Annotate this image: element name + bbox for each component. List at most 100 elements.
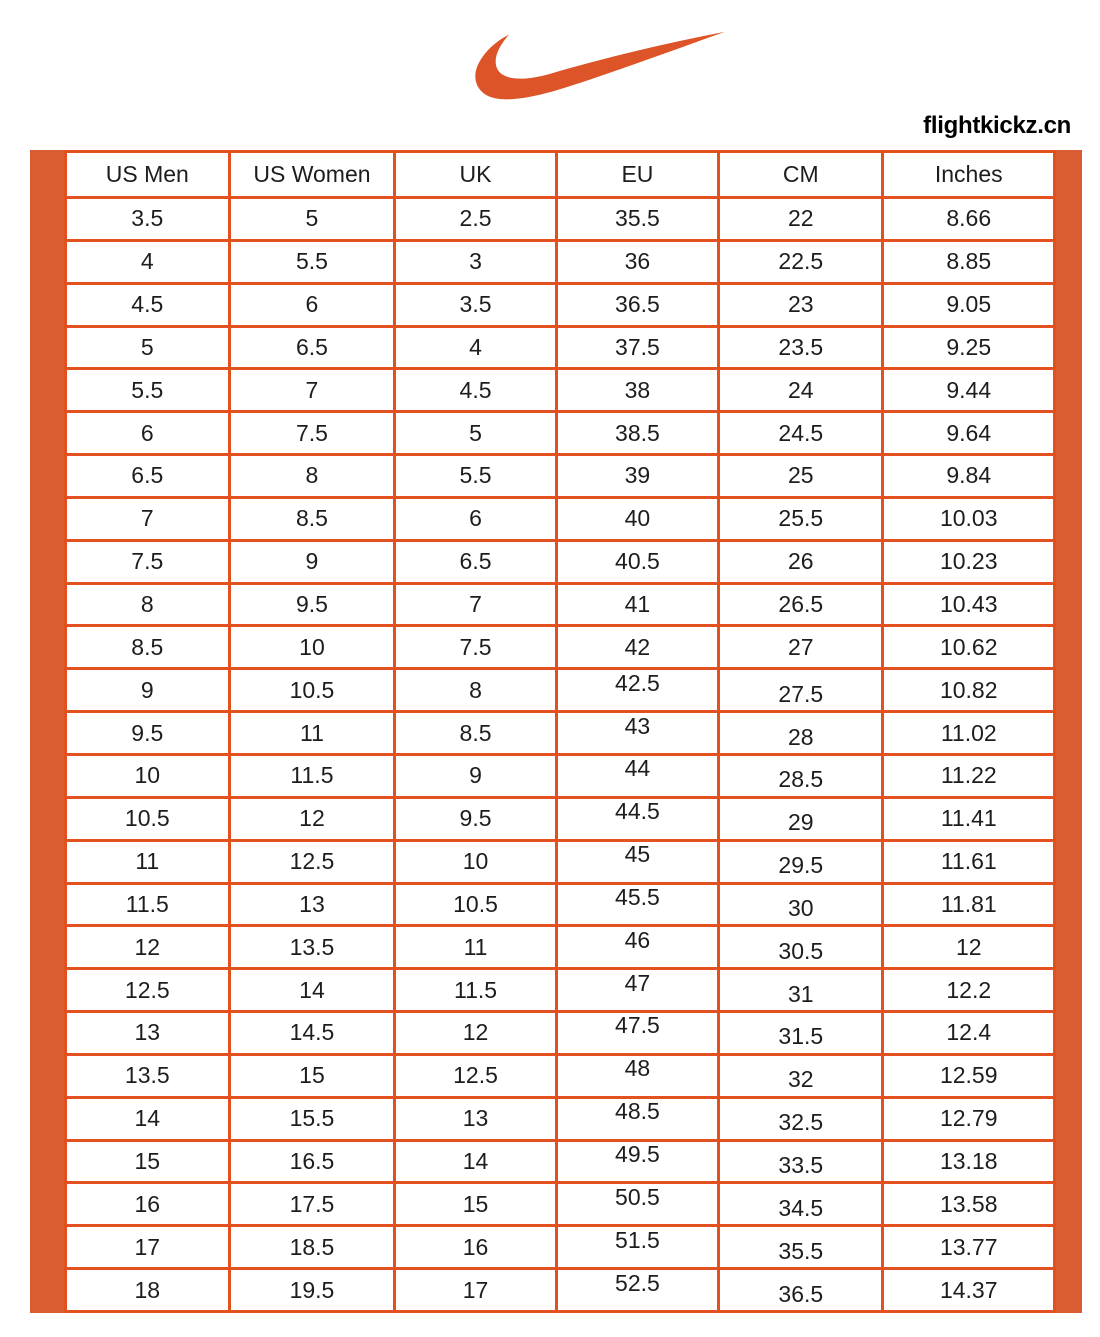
size-cell: 43: [554, 710, 721, 756]
size-cell: 12: [227, 795, 397, 842]
size-cell: 22: [717, 196, 885, 242]
size-cell: 8: [227, 453, 397, 499]
size-cell: 8: [393, 667, 558, 714]
size-cell: 12.59: [881, 1052, 1056, 1099]
size-cell: 9: [64, 667, 231, 714]
size-cell: 48: [554, 1052, 721, 1099]
size-cell: 16: [64, 1181, 231, 1228]
size-cell: 33.5: [717, 1138, 885, 1185]
table-row: 7.5 9 6.5 40.5 26 10.23: [64, 538, 1056, 585]
size-cell: 9.25: [881, 324, 1056, 371]
size-cell: 6: [227, 281, 397, 328]
size-cell: 27.5: [717, 667, 885, 714]
table-row: 13 14.5 12 47.5 31.5 12.4: [64, 1010, 1056, 1056]
size-cell: 5.5: [64, 367, 231, 414]
size-cell: 13: [393, 1095, 558, 1142]
size-cell: 36.5: [717, 1267, 885, 1313]
size-cell: 5: [227, 196, 397, 242]
size-cell: 16.5: [227, 1138, 397, 1185]
size-cell: 44: [554, 752, 721, 799]
size-cell: 42.5: [554, 667, 721, 714]
size-cell: 8.5: [393, 710, 558, 756]
size-cell: 31.5: [717, 1010, 885, 1056]
size-cell: 24: [717, 367, 885, 414]
size-cell: 11.5: [393, 967, 558, 1014]
right-accent-bar: [1056, 150, 1082, 1313]
size-cell: 11.81: [881, 881, 1056, 928]
size-cell: 6.5: [227, 324, 397, 371]
size-cell: 18: [64, 1267, 231, 1313]
size-cell: 34.5: [717, 1181, 885, 1228]
size-cell: 7: [64, 495, 231, 542]
size-cell: 11: [64, 838, 231, 885]
size-cell: 4: [64, 238, 231, 285]
size-cell: 36: [554, 238, 721, 285]
size-cell: 49.5: [554, 1138, 721, 1185]
size-cell: 11.5: [64, 881, 231, 928]
size-cell: 6: [64, 410, 231, 457]
size-cell: 6: [393, 495, 558, 542]
nike-swoosh-icon: [452, 24, 727, 121]
size-cell: 14.37: [881, 1267, 1056, 1313]
size-cell: 5: [64, 324, 231, 371]
size-cell: 29.5: [717, 838, 885, 885]
size-cell: 9.5: [227, 581, 397, 628]
size-cell: 5.5: [227, 238, 397, 285]
size-cell: 45: [554, 838, 721, 885]
size-cell: 10.62: [881, 624, 1056, 671]
size-cell: 15: [64, 1138, 231, 1185]
table-row: 7 8.5 6 40 25.5 10.03: [64, 495, 1056, 542]
size-cell: 10: [227, 624, 397, 671]
table-row: 11.5 13 10.5 45.5 30 11.81: [64, 881, 1056, 928]
size-cell: 36.5: [554, 281, 721, 328]
size-cell: 8.85: [881, 238, 1056, 285]
table-row: 8.5 10 7.5 42 27 10.62: [64, 624, 1056, 671]
size-cell: 32: [717, 1052, 885, 1099]
size-cell: 9: [393, 752, 558, 799]
size-cell: 29: [717, 795, 885, 842]
size-cell: 10.5: [393, 881, 558, 928]
size-cell: 9.84: [881, 453, 1056, 499]
table-row: 4 5.5 3 36 22.5 8.85: [64, 238, 1056, 285]
size-cell: 11: [227, 710, 397, 756]
size-cell: 3.5: [64, 196, 231, 242]
size-cell: 25.5: [717, 495, 885, 542]
size-cell: 13.18: [881, 1138, 1056, 1185]
size-cell: 23: [717, 281, 885, 328]
size-cell: 6.5: [393, 538, 558, 585]
size-cell: 7.5: [393, 624, 558, 671]
size-cell: 35.5: [717, 1224, 885, 1271]
size-cell: 14: [227, 967, 397, 1014]
size-cell: 26: [717, 538, 885, 585]
size-cell: 26.5: [717, 581, 885, 628]
table-row: 10 11.5 9 44 28.5 11.22: [64, 752, 1056, 799]
table-row: 14 15.5 13 48.5 32.5 12.79: [64, 1095, 1056, 1142]
table-row: 5 6.5 4 37.5 23.5 9.25: [64, 324, 1056, 371]
size-cell: 3.5: [393, 281, 558, 328]
column-header-uk: UK: [393, 150, 558, 199]
size-table: US Men US Women UK EU CM Inches 3.5 5 2.5 35.5 22…: [64, 150, 1056, 1313]
size-cell: 47.5: [554, 1010, 721, 1056]
table-row: 15 16.5 14 49.5 33.5 13.18: [64, 1138, 1056, 1185]
size-cell: 13: [64, 1010, 231, 1056]
table-row: 16 17.5 15 50.5 34.5 13.58: [64, 1181, 1056, 1228]
size-cell: 4.5: [393, 367, 558, 414]
size-cell: 27: [717, 624, 885, 671]
size-cell: 32.5: [717, 1095, 885, 1142]
column-header-us-men: US Men: [64, 150, 231, 199]
size-cell: 31: [717, 967, 885, 1014]
size-cell: 39: [554, 453, 721, 499]
size-cell: 40: [554, 495, 721, 542]
size-cell: 10.23: [881, 538, 1056, 585]
size-cell: 10.43: [881, 581, 1056, 628]
size-cell: 2.5: [393, 196, 558, 242]
table-row: 12.5 14 11.5 47 31 12.2: [64, 967, 1056, 1014]
size-cell: 9.64: [881, 410, 1056, 457]
size-cell: 12.79: [881, 1095, 1056, 1142]
size-cell: 38: [554, 367, 721, 414]
size-cell: 48.5: [554, 1095, 721, 1142]
size-cell: 5.5: [393, 453, 558, 499]
size-cell: 9: [227, 538, 397, 585]
size-cell: 9.44: [881, 367, 1056, 414]
size-cell: 46: [554, 924, 721, 971]
